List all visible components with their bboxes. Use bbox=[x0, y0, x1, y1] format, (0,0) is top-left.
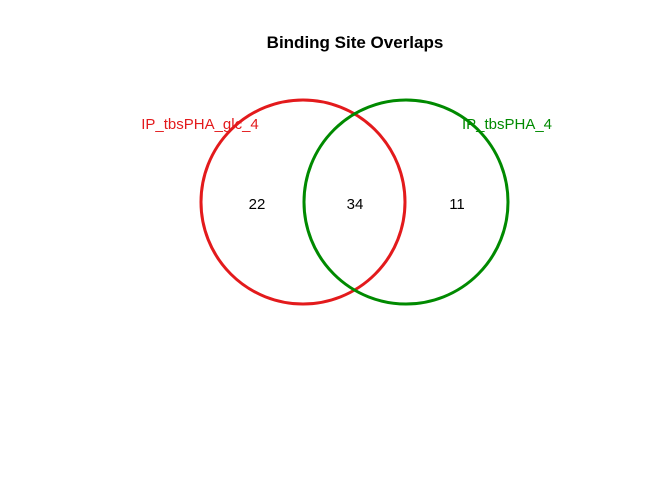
set-a-circle bbox=[199, 98, 407, 306]
set-b-circle bbox=[302, 98, 510, 306]
set-a-label: IP_tbsPHA_glc_4 bbox=[141, 116, 259, 133]
count-intersection: 34 bbox=[347, 196, 364, 213]
set-b-label: IP_tbsPHA_4 bbox=[462, 116, 552, 133]
diagram-title: Binding Site Overlaps bbox=[267, 33, 444, 52]
count-only-a: 22 bbox=[249, 196, 266, 213]
count-only-b: 11 bbox=[449, 196, 465, 213]
